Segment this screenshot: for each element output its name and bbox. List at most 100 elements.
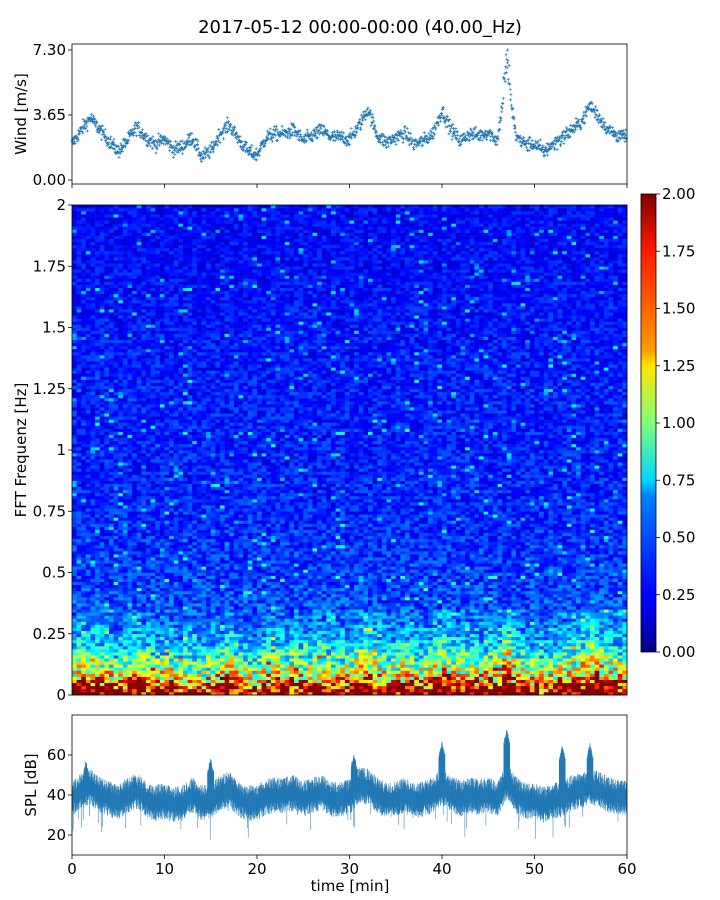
spectrogram-cell [165, 300, 170, 303]
spectrogram-cell [178, 251, 183, 254]
spectrogram-cell [100, 236, 105, 239]
spectrogram-cell [91, 655, 96, 658]
spectrogram-cell [72, 634, 77, 637]
spectrogram-cell [197, 536, 202, 539]
spectrogram-cell [160, 429, 165, 432]
spectrogram-cell [141, 576, 146, 579]
spectrogram-cell [91, 618, 96, 621]
spectrogram-cell [77, 603, 82, 606]
spectrogram-cell [174, 594, 179, 597]
spectrogram-cell [192, 618, 197, 621]
spectrogram-cell [202, 527, 207, 530]
spectrogram-cell [132, 230, 137, 233]
spectrogram-cell [100, 667, 105, 670]
spectrogram-cell [160, 689, 165, 692]
spectrogram-cell [211, 312, 216, 315]
spectrogram-cell [100, 487, 105, 490]
spectrogram-cell [95, 566, 100, 569]
spectrogram-cell [95, 266, 100, 269]
spectrogram-cell [77, 315, 82, 318]
spectrogram-cell [169, 383, 174, 386]
spectrogram-cell [109, 560, 114, 563]
spectrogram-cell [100, 640, 105, 643]
spectrogram-cell [188, 300, 193, 303]
spectrogram-cell [146, 340, 151, 343]
spectrogram-cell [114, 239, 119, 242]
spectrogram-cell [197, 297, 202, 300]
spectrogram-cell [160, 456, 165, 459]
spectrogram-cell [188, 386, 193, 389]
spectrogram-cell [206, 297, 211, 300]
spectrogram-cell [206, 248, 211, 251]
spectrogram-cell [123, 588, 128, 591]
spectrogram-cell [72, 527, 77, 530]
spectrogram-cell [72, 456, 77, 459]
spectrogram-cell [137, 205, 142, 208]
spectrogram-cell [81, 214, 86, 217]
spectrogram-cell [206, 517, 211, 520]
spectrogram-cell [128, 683, 133, 686]
spectrogram-cell [81, 422, 86, 425]
spectrogram-cell [104, 631, 109, 634]
spectrogram-cell [123, 269, 128, 272]
spectrogram-cell [146, 462, 151, 465]
spectrogram-cell [118, 609, 123, 612]
spectrogram-cell [151, 233, 156, 236]
spectrogram-cell [91, 677, 96, 680]
spectrogram-cell [114, 652, 119, 655]
spectrogram-cell [91, 223, 96, 226]
spectrogram-cell [206, 652, 211, 655]
spectrogram-cell [155, 622, 160, 625]
spectrogram-cell [91, 416, 96, 419]
spectrogram-cell [183, 318, 188, 321]
spectrogram-cell [151, 505, 156, 508]
spectrogram-cell [132, 217, 137, 220]
spectrogram-cell [114, 340, 119, 343]
spectrogram-cell [132, 279, 137, 282]
spectrogram-cell [118, 324, 123, 327]
spectrogram-cell [165, 484, 170, 487]
spectrogram-cell [188, 453, 193, 456]
spectrogram-cell [81, 560, 86, 563]
spectrogram-cell [72, 625, 77, 628]
spectrogram-cell [155, 392, 160, 395]
spectrogram-cell [95, 637, 100, 640]
spectrogram-cell [197, 426, 202, 429]
spectrogram-cell [95, 658, 100, 661]
spectrogram-cell [141, 251, 146, 254]
spectrogram-cell [86, 303, 91, 306]
spectrogram-cell [72, 275, 77, 278]
spectrogram-cell [118, 444, 123, 447]
spectrogram-cell [128, 343, 133, 346]
spectrogram-cell [137, 208, 142, 211]
spectrogram-cell [183, 245, 188, 248]
spectrogram-cell [100, 505, 105, 508]
spectrogram-cell [100, 683, 105, 686]
spectrogram-cell [114, 573, 119, 576]
spectrogram-cell [137, 527, 142, 530]
spectrogram-cell [77, 664, 82, 667]
spectrogram-cell [155, 398, 160, 401]
spectrogram-cell [86, 211, 91, 214]
spectrogram-cell [100, 560, 105, 563]
spectrogram-cell [146, 208, 151, 211]
spectrogram-cell [169, 591, 174, 594]
spectrogram-cell [81, 536, 86, 539]
spectrogram-cell [160, 465, 165, 468]
spectrogram-cell [183, 603, 188, 606]
spectrogram-cell [137, 377, 142, 380]
spectrogram-cell [202, 517, 207, 520]
spectrogram-cell [137, 370, 142, 373]
spectrogram-cell [141, 318, 146, 321]
spectrogram-cell [206, 487, 211, 490]
spectrogram-cell [202, 217, 207, 220]
spectrogram-cell [183, 226, 188, 229]
spectrogram-cell [137, 508, 142, 511]
spectrogram-cell [146, 312, 151, 315]
spectrogram-cell [206, 272, 211, 275]
spectrogram-cell [197, 551, 202, 554]
spectrogram-cell [146, 511, 151, 514]
spectrogram-cell [109, 288, 114, 291]
spectrogram-cell [123, 585, 128, 588]
spectrogram-cell [169, 370, 174, 373]
